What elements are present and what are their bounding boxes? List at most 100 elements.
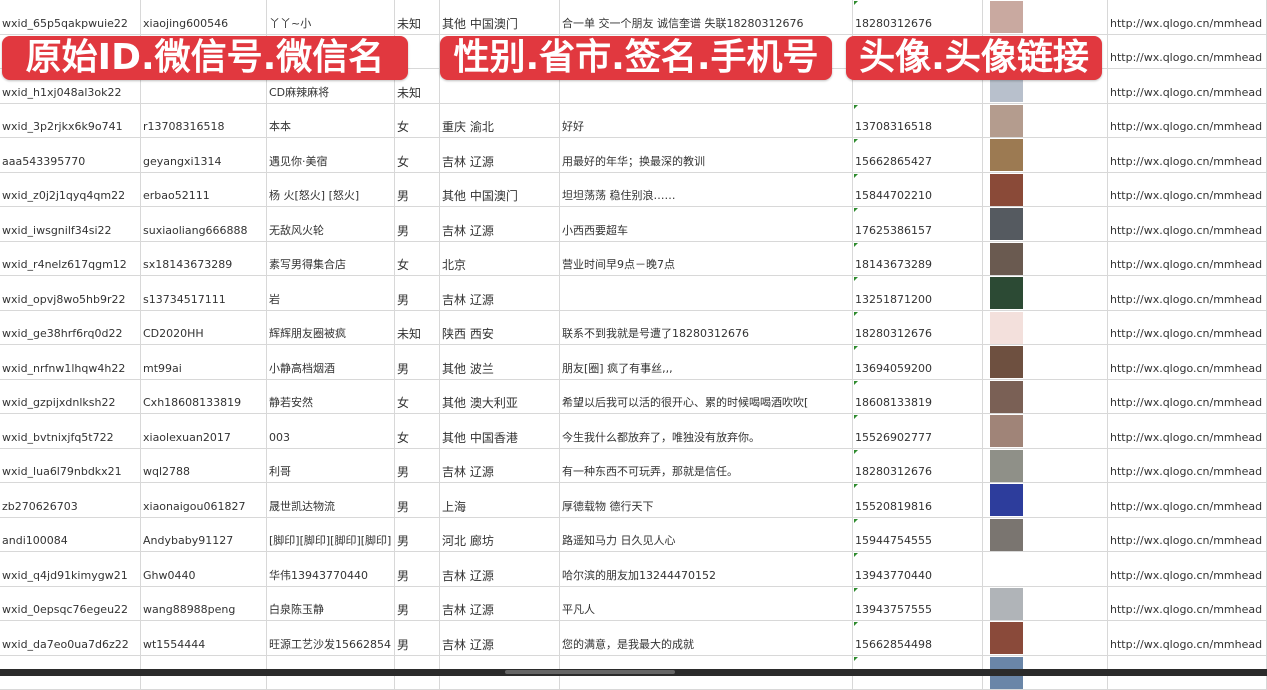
phone-cell[interactable]: 18280312676 xyxy=(853,0,983,34)
gender-cell[interactable]: 女 xyxy=(395,414,440,448)
region-cell[interactable]: 上海 xyxy=(440,483,560,517)
avatar-link-cell[interactable]: http://wx.qlogo.cn/mmhead xyxy=(1108,104,1267,138)
gender-cell[interactable]: 男 xyxy=(395,173,440,207)
signature-cell[interactable]: 用最好的年华；换最深的教训 xyxy=(560,138,853,172)
original-id-cell[interactable]: wxid_65p5qakpwuie22 xyxy=(0,0,141,34)
gender-cell[interactable]: 女 xyxy=(395,242,440,276)
avatar-link-cell[interactable]: http://wx.qlogo.cn/mmhead xyxy=(1108,69,1267,103)
avatar-cell[interactable] xyxy=(983,449,1108,483)
wechat-id-cell[interactable]: wang88988peng xyxy=(141,587,267,621)
wechat-name-cell[interactable]: 遇见你·美宿 xyxy=(267,138,395,172)
wechat-id-cell[interactable]: xiaojing600546 xyxy=(141,0,267,34)
phone-cell[interactable]: 13943770440 xyxy=(853,552,983,586)
region-cell[interactable]: 吉林 辽源 xyxy=(440,449,560,483)
avatar-cell[interactable] xyxy=(983,552,1108,586)
original-id-cell[interactable]: wxid_r4nelz617qgm12 xyxy=(0,242,141,276)
avatar-cell[interactable] xyxy=(983,138,1108,172)
avatar-link-cell[interactable]: http://wx.qlogo.cn/mmhead xyxy=(1108,207,1267,241)
region-cell[interactable]: 其他 澳大利亚 xyxy=(440,380,560,414)
phone-cell[interactable]: 13943757555 xyxy=(853,587,983,621)
wechat-id-cell[interactable]: mt99ai xyxy=(141,345,267,379)
gender-cell[interactable]: 男 xyxy=(395,345,440,379)
avatar-link-cell[interactable]: http://wx.qlogo.cn/mmhead xyxy=(1108,414,1267,448)
signature-cell[interactable]: 联系不到我就是号遭了18280312676 xyxy=(560,311,853,345)
signature-cell[interactable]: 路遥知马力 日久见人心 xyxy=(560,518,853,552)
phone-cell[interactable]: 13708316518 xyxy=(853,104,983,138)
original-id-cell[interactable]: wxid_ge38hrf6rq0d22 xyxy=(0,311,141,345)
signature-cell[interactable]: 今生我什么都放弃了，唯独没有放弃你。 xyxy=(560,414,853,448)
wechat-name-cell[interactable]: 旺源工艺沙发15662854 xyxy=(267,621,395,655)
avatar-cell[interactable] xyxy=(983,587,1108,621)
region-cell[interactable]: 吉林 辽源 xyxy=(440,207,560,241)
wechat-name-cell[interactable]: 本本 xyxy=(267,104,395,138)
avatar-cell[interactable] xyxy=(983,242,1108,276)
avatar-link-cell[interactable]: http://wx.qlogo.cn/mmhead xyxy=(1108,621,1267,655)
horizontal-scrollbar[interactable] xyxy=(0,669,1267,676)
avatar-link-cell[interactable]: http://wx.qlogo.cn/mmhead xyxy=(1108,173,1267,207)
signature-cell[interactable]: 好好 xyxy=(560,104,853,138)
wechat-id-cell[interactable]: wql2788 xyxy=(141,449,267,483)
original-id-cell[interactable]: wxid_opvj8wo5hb9r22 xyxy=(0,276,141,310)
avatar-cell[interactable] xyxy=(983,104,1108,138)
wechat-name-cell[interactable]: 丫丫~小 xyxy=(267,0,395,34)
phone-cell[interactable]: 15662854498 xyxy=(853,621,983,655)
avatar-link-cell[interactable]: http://wx.qlogo.cn/mmhead xyxy=(1108,276,1267,310)
avatar-cell[interactable] xyxy=(983,518,1108,552)
signature-cell[interactable]: 朋友[圈] 疯了有事丝,,, xyxy=(560,345,853,379)
region-cell[interactable]: 其他 中国澳门 xyxy=(440,0,560,34)
original-id-cell[interactable]: wxid_da7eo0ua7d6z22 xyxy=(0,621,141,655)
phone-cell[interactable]: 15526902777 xyxy=(853,414,983,448)
wechat-name-cell[interactable]: 岩 xyxy=(267,276,395,310)
phone-cell[interactable]: 15844702210 xyxy=(853,173,983,207)
phone-cell[interactable]: 15520819816 xyxy=(853,483,983,517)
region-cell[interactable]: 其他 波兰 xyxy=(440,345,560,379)
wechat-name-cell[interactable]: 无敌风火轮 xyxy=(267,207,395,241)
wechat-name-cell[interactable]: [脚印][脚印][脚印][脚印] xyxy=(267,518,395,552)
original-id-cell[interactable]: wxid_iwsgnilf34si22 xyxy=(0,207,141,241)
gender-cell[interactable]: 未知 xyxy=(395,0,440,34)
avatar-link-cell[interactable]: http://wx.qlogo.cn/mmhead xyxy=(1108,483,1267,517)
avatar-link-cell[interactable]: http://wx.qlogo.cn/mmhead xyxy=(1108,518,1267,552)
gender-cell[interactable]: 女 xyxy=(395,104,440,138)
original-id-cell[interactable]: zb270626703 xyxy=(0,483,141,517)
avatar-cell[interactable] xyxy=(983,311,1108,345)
region-cell[interactable]: 其他 中国香港 xyxy=(440,414,560,448)
gender-cell[interactable]: 男 xyxy=(395,587,440,621)
gender-cell[interactable]: 男 xyxy=(395,621,440,655)
wechat-name-cell[interactable]: 华伟13943770440 xyxy=(267,552,395,586)
avatar-link-cell[interactable]: http://wx.qlogo.cn/mmhead xyxy=(1108,380,1267,414)
avatar-cell[interactable] xyxy=(983,207,1108,241)
avatar-link-cell[interactable]: http://wx.qlogo.cn/mmhead xyxy=(1108,345,1267,379)
gender-cell[interactable]: 男 xyxy=(395,518,440,552)
gender-cell[interactable]: 女 xyxy=(395,138,440,172)
wechat-name-cell[interactable]: 白泉陈玉静 xyxy=(267,587,395,621)
phone-cell[interactable]: 17625386157 xyxy=(853,207,983,241)
original-id-cell[interactable]: wxid_lua6l79nbdkx21 xyxy=(0,449,141,483)
region-cell[interactable]: 北京 xyxy=(440,242,560,276)
wechat-name-cell[interactable]: 辉辉朋友圈被疯 xyxy=(267,311,395,345)
signature-cell[interactable]: 平凡人 xyxy=(560,587,853,621)
gender-cell[interactable]: 男 xyxy=(395,276,440,310)
gender-cell[interactable]: 女 xyxy=(395,380,440,414)
wechat-id-cell[interactable]: Andybaby91127 xyxy=(141,518,267,552)
original-id-cell[interactable]: andi100084 xyxy=(0,518,141,552)
signature-cell[interactable]: 希望以后我可以活的很开心、累的时候喝喝酒吹吹[ xyxy=(560,380,853,414)
avatar-cell[interactable] xyxy=(983,414,1108,448)
avatar-cell[interactable] xyxy=(983,380,1108,414)
avatar-cell[interactable] xyxy=(983,0,1108,34)
original-id-cell[interactable]: aaa543395770 xyxy=(0,138,141,172)
signature-cell[interactable]: 厚德载物 德行天下 xyxy=(560,483,853,517)
avatar-link-cell[interactable]: http://wx.qlogo.cn/mmhead xyxy=(1108,552,1267,586)
phone-cell[interactable]: 18280312676 xyxy=(853,311,983,345)
phone-cell[interactable]: 13694059200 xyxy=(853,345,983,379)
wechat-name-cell[interactable]: 003 xyxy=(267,414,395,448)
gender-cell[interactable]: 男 xyxy=(395,483,440,517)
original-id-cell[interactable]: wxid_z0j2j1qyq4qm22 xyxy=(0,173,141,207)
avatar-link-cell[interactable]: http://wx.qlogo.cn/mmhead xyxy=(1108,35,1267,69)
wechat-id-cell[interactable]: xiaonaigou061827 xyxy=(141,483,267,517)
region-cell[interactable]: 河北 廊坊 xyxy=(440,518,560,552)
phone-cell[interactable]: 18608133819 xyxy=(853,380,983,414)
avatar-link-cell[interactable]: http://wx.qlogo.cn/mmhead xyxy=(1108,138,1267,172)
signature-cell[interactable]: 小西西要超车 xyxy=(560,207,853,241)
signature-cell[interactable]: 有一种东西不可玩弄，那就是信任。 xyxy=(560,449,853,483)
